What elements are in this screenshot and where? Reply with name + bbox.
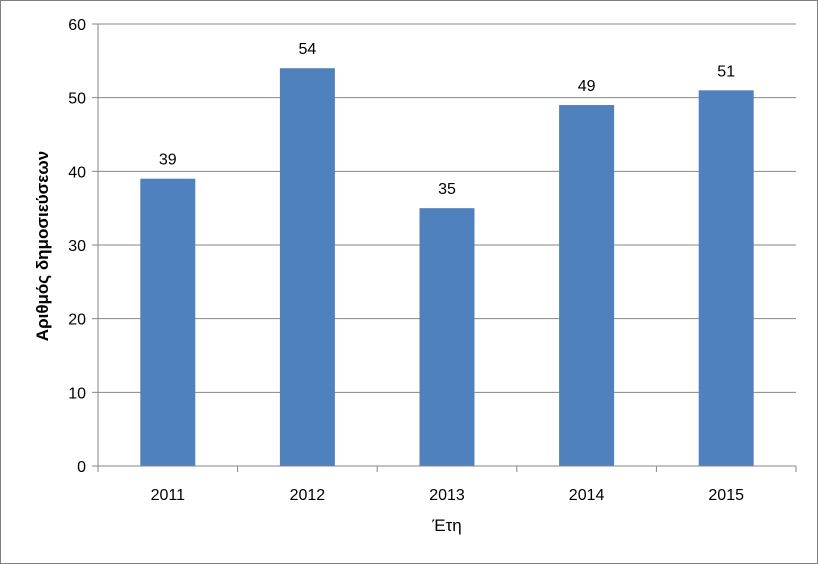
- x-tick-label: 2011: [151, 487, 186, 504]
- x-tick-label: 2013: [429, 487, 465, 504]
- y-axis-title: Αριθμός δημοσιεύσεων: [33, 151, 52, 341]
- y-tick-label: 0: [77, 459, 86, 476]
- data-label-2013: 35: [438, 181, 456, 198]
- x-tick-label: 2014: [569, 487, 605, 504]
- bar-2011: [140, 178, 196, 466]
- data-labels: 39 54 35 49 51: [159, 41, 735, 198]
- x-tick-label: 2015: [708, 487, 744, 504]
- y-tick-label: 60: [68, 17, 86, 34]
- bar-2012: [279, 68, 335, 466]
- bar-2015: [698, 90, 754, 467]
- y-tick-label: 40: [68, 164, 86, 181]
- y-tick-labels: 0 10 20 30 40 50 60: [68, 17, 86, 476]
- gridlines: [98, 23, 796, 393]
- data-label-2014: 49: [578, 78, 596, 95]
- y-tick-label: 10: [68, 385, 86, 402]
- data-label-2011: 39: [159, 152, 177, 169]
- bar-2014: [559, 105, 615, 467]
- axes: [92, 23, 797, 472]
- bar-2013: [419, 208, 475, 466]
- data-label-2012: 54: [299, 41, 317, 58]
- y-tick-label: 30: [68, 238, 86, 255]
- x-tick-labels: 2011 2012 2013 2014 2015: [151, 487, 745, 504]
- x-tick-label: 2012: [290, 487, 326, 504]
- data-label-2015: 51: [717, 63, 735, 80]
- y-tick-label: 50: [68, 91, 86, 108]
- x-axis-title: Έτη: [431, 516, 462, 535]
- y-tick-label: 20: [68, 312, 86, 329]
- bars: [140, 68, 754, 467]
